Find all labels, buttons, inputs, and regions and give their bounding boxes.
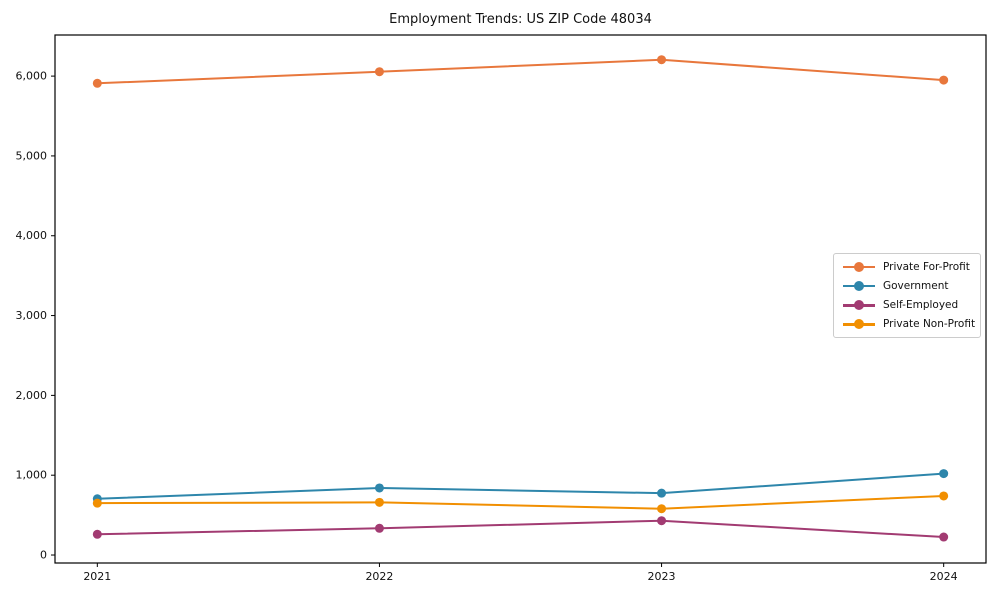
legend-item-government: Government [834,278,980,294]
data-point-private-for-profit [939,75,949,85]
data-point-self-employed [657,516,667,526]
data-point-self-employed [939,532,949,542]
data-point-private-non-profit [92,498,102,508]
legend-line-dot-icon [843,319,875,330]
data-point-self-employed [92,529,102,539]
y-tick-label: 0 [40,549,47,562]
legend-label: Private For-Profit [883,260,970,273]
legend-dot-sample [854,300,864,311]
data-point-government [939,469,949,479]
data-point-self-employed [374,523,384,533]
chart-title: Employment Trends: US ZIP Code 48034 [389,12,652,27]
x-tick-label: 2023 [648,570,676,583]
data-point-government [374,483,384,493]
legend-label: Private Non-Profit [883,318,976,331]
x-tick-label: 2024 [930,570,958,583]
legend-line-dot-icon [843,280,875,291]
legend-line-dot-icon [843,300,875,311]
data-point-private-non-profit [939,491,949,501]
y-tick-label: 2,000 [16,389,48,402]
legend-dot-sample [854,261,864,272]
legend: Private For-Profit Government Self-Employe… [833,253,981,338]
data-point-private-for-profit [374,67,384,77]
series-line-private-non-profit [96,494,945,510]
legend-item-private-for-profit: Private For-Profit [834,259,980,275]
data-point-private-non-profit [657,504,667,514]
legend-dot-sample [854,280,864,291]
series-line-self-employed [96,519,945,539]
legend-line-dot-icon [843,261,875,272]
legend-item-self-employed: Self-Employed [834,297,980,313]
legend-item-private-non-profit: Private Non-Profit [834,316,980,332]
series-line-private-for-profit [96,58,945,85]
y-tick-label: 1,000 [16,469,48,482]
y-tick-label: 6,000 [16,70,48,83]
y-tick-label: 4,000 [16,229,48,242]
data-point-private-for-profit [92,78,102,88]
legend-label: Government [883,279,949,292]
y-tick-label: 5,000 [16,149,48,162]
x-tick-label: 2022 [365,570,393,583]
plot-frame [54,34,987,564]
data-point-private-for-profit [657,55,667,65]
data-point-government [657,488,667,498]
legend-label: Self-Employed [883,299,959,312]
x-tick-label: 2021 [83,570,111,583]
legend-dot-sample [854,319,864,330]
data-point-private-non-profit [374,497,384,507]
y-tick-label: 3,000 [16,309,48,322]
series-line-government [96,472,945,500]
